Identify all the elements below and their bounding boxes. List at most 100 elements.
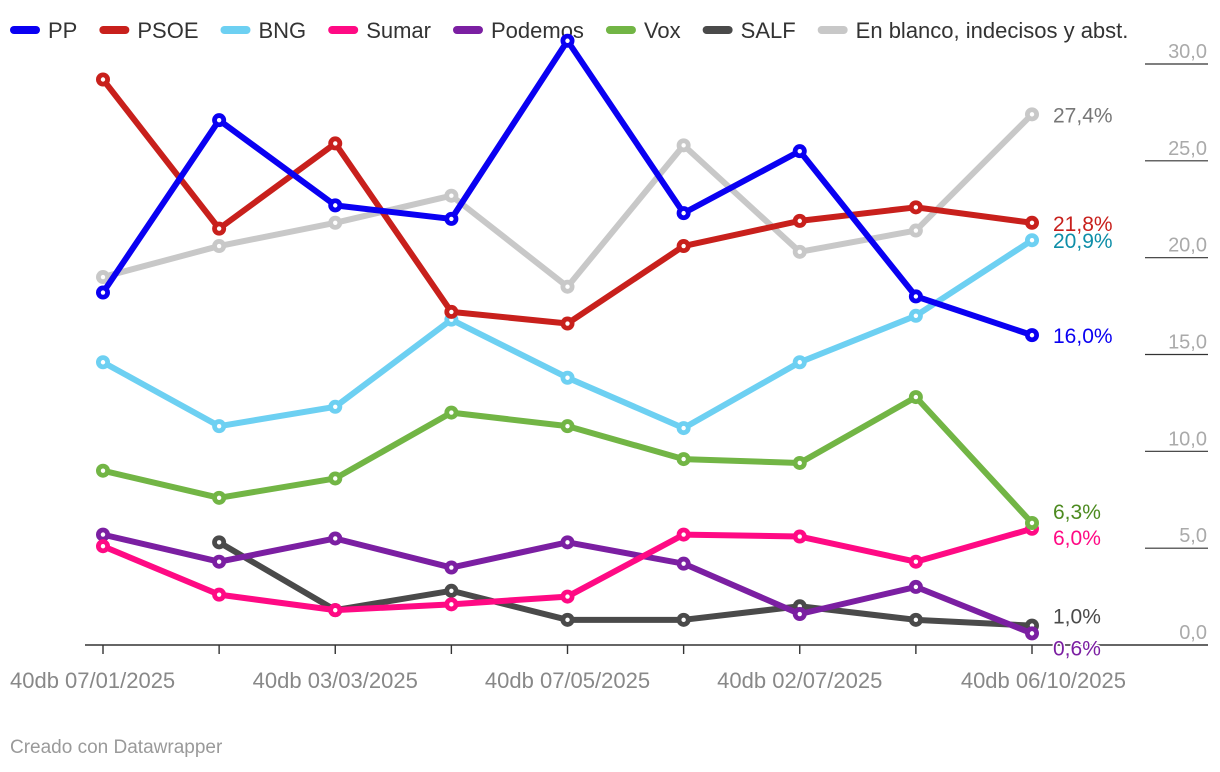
data-point-center-en-blanco-indecisos-y-abst bbox=[100, 274, 106, 280]
legend-swatch-psoe bbox=[99, 26, 130, 34]
data-point-center-en-blanco-indecisos-y-abst bbox=[565, 284, 570, 289]
end-label-podemos: 0,6% bbox=[1053, 637, 1101, 660]
legend-label-en-blanco-indecisos-y-abst: En blanco, indecisos y abst. bbox=[856, 18, 1129, 43]
y-tick-label: 30,0 bbox=[1168, 41, 1207, 63]
data-point-center-sumar bbox=[333, 607, 338, 613]
y-tick-label: 25,0 bbox=[1168, 138, 1207, 160]
data-point-center-podemos bbox=[333, 536, 338, 541]
data-point-center-podemos bbox=[913, 584, 919, 590]
legend-swatch-salf bbox=[702, 26, 733, 34]
end-label-vox: 6,3% bbox=[1053, 501, 1101, 524]
data-point-center-en-blanco-indecisos-y-abst bbox=[913, 228, 919, 233]
data-point-center-vox bbox=[216, 495, 222, 501]
data-point-center-bng bbox=[913, 313, 919, 318]
data-point-center-podemos bbox=[216, 559, 222, 564]
data-point-center-pp bbox=[797, 148, 802, 154]
end-label-bng: 20,9% bbox=[1053, 230, 1113, 253]
data-point-center-en-blanco-indecisos-y-abst bbox=[333, 220, 338, 226]
data-point-center-bng bbox=[216, 423, 222, 429]
x-tick-label: 40db 02/07/2025 bbox=[717, 668, 882, 693]
data-point-center-en-blanco-indecisos-y-abst bbox=[449, 193, 454, 198]
data-point-center-pp bbox=[449, 216, 454, 222]
data-point-center-salf bbox=[913, 617, 919, 623]
data-point-center-vox bbox=[333, 476, 338, 481]
legend-label-pp: PP bbox=[48, 18, 77, 43]
series-psoe bbox=[96, 72, 1039, 331]
legend-swatch-podemos bbox=[452, 26, 483, 34]
data-point-center-pp bbox=[333, 203, 338, 208]
end-label-sumar: 6,0% bbox=[1053, 527, 1101, 550]
data-point-center-podemos bbox=[449, 565, 454, 570]
legend-label-bng: BNG bbox=[259, 18, 307, 43]
data-point-center-sumar bbox=[797, 534, 802, 539]
data-point-center-pp bbox=[913, 294, 919, 299]
data-point-center-en-blanco-indecisos-y-abst bbox=[216, 243, 222, 249]
series-pp bbox=[96, 33, 1039, 343]
data-point-center-sumar bbox=[913, 559, 919, 564]
legend: PP PSOE BNG Sumar Podemos Vox SALF En blanco, i… bbox=[10, 18, 1128, 43]
data-point-center-en-blanco-indecisos-y-abst bbox=[797, 249, 802, 255]
data-point-center-pp bbox=[681, 210, 686, 216]
data-point-center-pp bbox=[1029, 332, 1035, 338]
legend-label-psoe: PSOE bbox=[137, 18, 198, 43]
series-bng bbox=[96, 233, 1039, 436]
legend-label-vox: Vox bbox=[644, 18, 681, 43]
end-label-psoe: 21,8% bbox=[1053, 213, 1113, 236]
legend-label-salf: SALF bbox=[741, 18, 796, 43]
y-tick-label: 5,0 bbox=[1179, 525, 1207, 547]
end-label-en-blanco-indecisos-y-abst: 27,4% bbox=[1053, 104, 1113, 127]
data-point-center-vox bbox=[449, 410, 454, 415]
series-podemos bbox=[96, 527, 1039, 641]
data-point-center-en-blanco-indecisos-y-abst bbox=[1029, 112, 1035, 117]
legend-swatch-en-blanco-indecisos-y-abst bbox=[817, 26, 848, 34]
data-point-center-psoe bbox=[1029, 220, 1035, 226]
x-tick-label: 40db 03/03/2025 bbox=[253, 668, 418, 693]
data-point-center-psoe bbox=[797, 218, 802, 224]
legend-label-sumar: Sumar bbox=[366, 18, 431, 43]
data-point-center-pp bbox=[216, 117, 222, 123]
data-point-center-psoe bbox=[100, 77, 106, 82]
y-tick-label: 15,0 bbox=[1168, 332, 1207, 354]
legend-swatch-sumar bbox=[328, 26, 359, 34]
series-line-vox bbox=[100, 394, 1035, 526]
data-point-center-podemos bbox=[1029, 631, 1035, 636]
data-point-center-sumar bbox=[100, 544, 106, 549]
data-point-center-psoe bbox=[681, 243, 686, 249]
data-point-center-pp bbox=[100, 290, 106, 295]
series-vox bbox=[96, 390, 1039, 530]
data-point-center-psoe bbox=[913, 205, 919, 210]
y-tick-label: 20,0 bbox=[1168, 235, 1207, 257]
end-label-pp: 16,0% bbox=[1053, 325, 1113, 348]
data-point-center-vox bbox=[797, 460, 802, 466]
legend-swatch-vox bbox=[605, 26, 636, 34]
data-point-center-sumar bbox=[216, 592, 222, 597]
x-tick-label: 40db 07/05/2025 bbox=[485, 668, 650, 693]
data-point-center-bng bbox=[797, 360, 802, 365]
data-point-center-vox bbox=[1029, 520, 1035, 526]
series-en-blanco-indecisos-y-abst bbox=[96, 107, 1039, 294]
data-point-center-pp bbox=[565, 38, 570, 43]
data-point-center-sumar bbox=[565, 594, 570, 599]
data-point-center-vox bbox=[100, 468, 106, 473]
data-point-center-salf bbox=[216, 540, 222, 545]
data-point-center-bng bbox=[100, 360, 106, 365]
data-point-center-vox bbox=[565, 423, 570, 429]
data-point-center-bng bbox=[681, 425, 686, 431]
data-point-center-salf bbox=[449, 588, 454, 593]
data-point-center-psoe bbox=[333, 141, 338, 146]
legend-swatch-bng bbox=[220, 26, 251, 34]
data-point-center-podemos bbox=[100, 532, 106, 537]
data-point-center-podemos bbox=[681, 561, 686, 566]
data-point-center-psoe bbox=[216, 226, 222, 231]
footer-credit: Creado con Datawrapper bbox=[10, 737, 223, 758]
end-labels: 27,4% 1,0% 0,6% 6,0% 6,3% 20,9%21,8% 16,0% bbox=[1052, 104, 1113, 662]
data-point-center-en-blanco-indecisos-y-abst bbox=[681, 143, 686, 148]
data-point-center-vox bbox=[681, 456, 686, 462]
data-point-center-podemos bbox=[797, 611, 802, 617]
legend-swatch-pp bbox=[10, 26, 40, 34]
x-axis: 40db 07/01/2025 40db 03/03/2025 40db 07/05… bbox=[10, 644, 1208, 693]
end-label-salf: 1,0% bbox=[1053, 606, 1101, 629]
x-tick-label: 40db 06/10/2025 bbox=[961, 668, 1126, 693]
data-point-center-bng bbox=[333, 404, 338, 409]
y-tick-label: 10,0 bbox=[1168, 428, 1207, 450]
